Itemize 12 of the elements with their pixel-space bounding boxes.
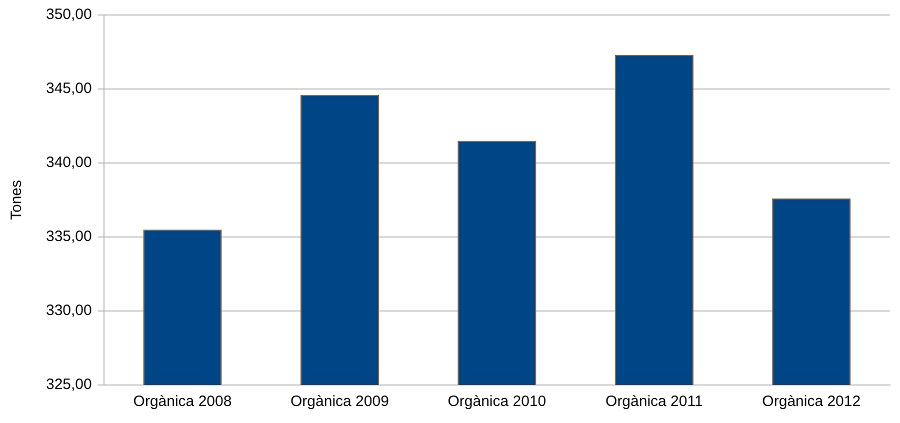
y-tick-label: 330,00 [46,302,92,320]
x-tick-label: Orgànica 2012 [762,393,861,410]
y-tick-label: 345,00 [46,80,92,98]
y-axis-title: Tones [8,180,26,220]
x-tick-label: Orgànica 2010 [448,393,546,410]
x-tick-label: Orgànica 2009 [290,393,389,410]
y-tick-label: 350,00 [46,6,92,24]
x-tick-label: Orgànica 2008 [133,393,232,410]
y-tick-label: 335,00 [46,228,92,246]
y-tick-label: 325,00 [46,376,92,394]
x-tick-label: Orgànica 2011 [606,393,703,410]
y-tick-label: 340,00 [46,154,92,172]
